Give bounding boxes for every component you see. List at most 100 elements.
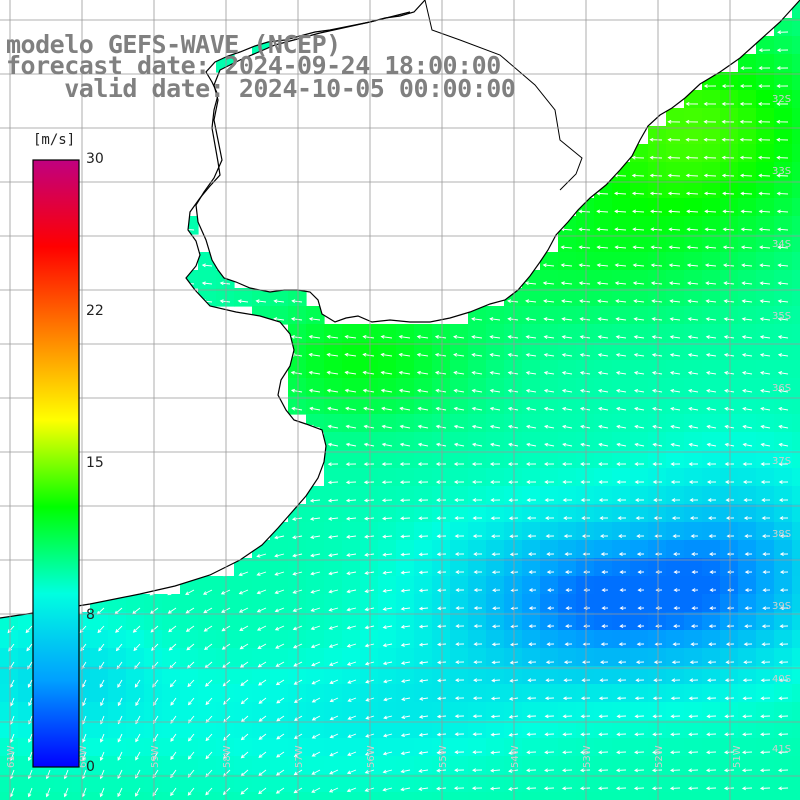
field-cell bbox=[396, 774, 415, 793]
wind-arrow bbox=[473, 606, 483, 611]
field-cell bbox=[576, 468, 595, 487]
wind-arrow bbox=[400, 769, 411, 774]
wind-arrow bbox=[744, 570, 753, 575]
field-cell bbox=[504, 378, 523, 397]
field-cell bbox=[378, 450, 397, 469]
field-cell bbox=[432, 504, 451, 523]
field-cell bbox=[630, 486, 649, 505]
field-cell bbox=[18, 684, 37, 703]
field-cell bbox=[612, 612, 631, 631]
field-cell bbox=[108, 774, 127, 793]
wind-arrow bbox=[597, 335, 609, 339]
field-cell bbox=[576, 450, 595, 469]
field-cell bbox=[540, 324, 559, 343]
wind-arrow bbox=[528, 588, 537, 593]
field-cell bbox=[360, 450, 379, 469]
field-cell bbox=[90, 774, 109, 793]
wind-arrow bbox=[616, 406, 627, 411]
field-cell bbox=[774, 180, 793, 199]
wind-arrow bbox=[740, 227, 753, 232]
wind-arrow bbox=[560, 245, 573, 250]
wind-arrow bbox=[380, 388, 393, 393]
field-cell bbox=[162, 594, 181, 613]
field-cell bbox=[738, 306, 757, 325]
wind-arrow bbox=[760, 678, 771, 683]
wind-arrow bbox=[776, 209, 789, 214]
wind-arrow bbox=[563, 678, 573, 683]
field-cell bbox=[234, 288, 253, 307]
field-cell bbox=[666, 126, 685, 145]
wind-arrow bbox=[311, 679, 321, 685]
field-cell bbox=[576, 396, 595, 415]
field-cell bbox=[702, 738, 721, 757]
field-cell bbox=[432, 594, 451, 613]
field-cell bbox=[540, 594, 559, 613]
wind-arrow bbox=[276, 697, 285, 704]
wind-arrow bbox=[579, 317, 591, 321]
field-cell bbox=[702, 198, 721, 217]
wind-arrow bbox=[759, 281, 771, 286]
wind-arrow bbox=[435, 406, 447, 411]
field-cell bbox=[666, 630, 685, 649]
field-cell bbox=[558, 414, 577, 433]
field-cell bbox=[630, 270, 649, 289]
field-cell bbox=[648, 774, 667, 793]
wind-arrow bbox=[382, 588, 393, 593]
wind-arrow bbox=[399, 480, 411, 485]
field-cell bbox=[18, 756, 37, 775]
wind-arrow bbox=[739, 173, 753, 178]
wind-arrow bbox=[650, 263, 663, 268]
field-cell bbox=[720, 450, 739, 469]
wind-arrow bbox=[472, 534, 483, 538]
field-cell bbox=[432, 540, 451, 559]
field-cell bbox=[738, 360, 757, 379]
field-cell bbox=[162, 738, 181, 757]
field-cell bbox=[612, 324, 631, 343]
field-cell bbox=[180, 738, 199, 757]
wind-arrow bbox=[416, 370, 429, 375]
wind-arrow bbox=[542, 263, 555, 268]
wind-arrow bbox=[778, 424, 789, 429]
field-cell bbox=[792, 684, 800, 703]
field-cell bbox=[396, 612, 415, 631]
field-cell bbox=[234, 648, 253, 667]
wind-arrow bbox=[562, 442, 573, 447]
field-cell bbox=[144, 666, 163, 685]
wind-arrow bbox=[399, 442, 411, 447]
field-cell bbox=[378, 540, 397, 559]
field-cell bbox=[666, 180, 685, 199]
wind-arrow bbox=[673, 624, 681, 629]
field-cell bbox=[378, 792, 397, 800]
wind-arrow bbox=[473, 552, 483, 556]
field-cell bbox=[720, 324, 739, 343]
wind-arrow bbox=[631, 155, 645, 160]
field-cell bbox=[720, 468, 739, 487]
field-cell bbox=[342, 612, 361, 631]
field-cell bbox=[486, 666, 505, 685]
field-cell bbox=[612, 360, 631, 379]
wind-arrow bbox=[526, 732, 537, 737]
field-cell bbox=[594, 270, 613, 289]
field-cell bbox=[792, 738, 800, 757]
field-cell bbox=[594, 360, 613, 379]
field-cell bbox=[198, 756, 217, 775]
wind-arrow bbox=[669, 299, 681, 304]
wind-arrow bbox=[291, 406, 303, 411]
lat-label: 41S bbox=[772, 744, 791, 755]
field-cell bbox=[216, 594, 235, 613]
field-cell bbox=[594, 612, 613, 631]
field-cell bbox=[792, 702, 800, 721]
field-cell bbox=[774, 648, 793, 667]
field-cell bbox=[378, 324, 397, 343]
field-cell bbox=[486, 432, 505, 451]
field-cell bbox=[180, 684, 199, 703]
field-cell bbox=[540, 720, 559, 739]
wind-arrow bbox=[383, 679, 393, 684]
field-cell bbox=[432, 630, 451, 649]
wind-arrow bbox=[597, 388, 609, 393]
field-cell bbox=[414, 342, 433, 361]
wind-arrow bbox=[619, 606, 627, 611]
field-cell bbox=[756, 216, 775, 235]
field-cell bbox=[558, 738, 577, 757]
wind-arrow bbox=[724, 406, 735, 411]
